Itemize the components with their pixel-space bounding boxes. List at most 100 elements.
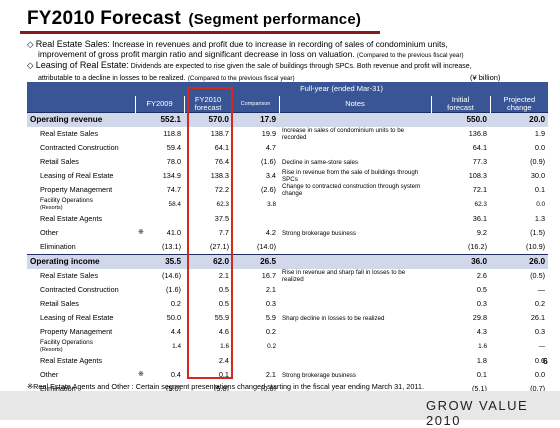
cell-fy2010: 55.9 (214, 313, 229, 322)
table-row: Retail Sales 78.0 76.4 (1.6) Decline in same… (27, 155, 548, 169)
row-label-text: Leasing of Real Estate (40, 171, 114, 180)
cell-value: (5.0) (165, 384, 181, 393)
cell-fy2009: ※ 0.4 (135, 368, 184, 382)
cell-projected-change: 1.9 (534, 129, 546, 138)
bullet-line2: attributable to a decline in losses to b… (38, 75, 186, 82)
row-label-text: Property Management (40, 185, 113, 194)
bullet-leasing: ◇ Leasing of Real Estate: Dividends are … (27, 60, 472, 84)
cell-value: 59.4 (166, 143, 181, 152)
cell-value: 134.9 (162, 171, 181, 180)
row-label: Facility Operations (Resorts) (27, 339, 135, 354)
cell-fy2009: 1.4 (135, 339, 184, 354)
cell-fy2009: 58.4 (135, 197, 184, 212)
bullet-diamond-icon: ◇ (27, 39, 34, 49)
cell-notes: Sharp decline in losses to be realized (282, 314, 385, 322)
row-label-text: Real Estate Sales (40, 129, 99, 138)
cell-comparison: 19.9 (261, 129, 276, 138)
title-underline (20, 31, 380, 34)
cell-fy2010: 72.2 (214, 185, 229, 194)
page-title: FY2010 Forecast (Segment performance) (27, 8, 361, 30)
cell-fy2009: (1.6) (135, 283, 184, 297)
cell-projected-change: 0.0 (534, 370, 546, 379)
col-notes: Notes (278, 96, 431, 113)
cell-projected-change: 0.6 (534, 356, 546, 365)
cell-fy2010: 0.5 (218, 285, 229, 294)
cell-initial-forecast: 4.3 (476, 327, 487, 336)
row-label: Facility Operations (Resorts) (27, 197, 135, 212)
bullet-line2: improvement of gross profit margin ratio… (38, 49, 355, 59)
cell-fy2009: (14.6) (135, 269, 184, 283)
cell-comparison: (1.6) (260, 157, 276, 166)
cell-value: 41.0 (166, 228, 181, 237)
cell-fy2009: 50.0 (135, 311, 184, 325)
bullet-diamond-icon: ◇ (27, 60, 34, 70)
row-label-text: Operating income (30, 257, 100, 266)
cell-value: 118.8 (163, 129, 181, 138)
row-label-text: Operating revenue (30, 115, 103, 124)
row-label: Retail Sales (27, 297, 135, 311)
cell-fy2009: (13.1) (135, 240, 184, 255)
cell-notes: Increase in sales of condominium units t… (282, 127, 405, 141)
bullet-note: (Compared to the previous fiscal year) (187, 75, 295, 82)
cell-fy2010: (27.1) (209, 242, 229, 251)
cell-projected-change: ― (538, 343, 546, 350)
cell-value: (14.6) (161, 271, 181, 280)
cell-comparison: 0.3 (265, 299, 276, 308)
table-header-row: FY2009 FY2010 forecast Comparison Notes I… (27, 96, 549, 113)
cell-notes (279, 240, 431, 255)
period-header: Full-year (ended Mar-31) (135, 82, 549, 96)
row-label: Property Management (27, 325, 135, 339)
cell-fy2010: 138.7 (210, 129, 229, 138)
cell-fy2009: 74.7 (135, 183, 184, 197)
cell-comparison: 3.8 (267, 201, 276, 208)
cell-fy2010: 570.0 (184, 112, 232, 127)
cell-notes (279, 254, 431, 269)
cell-value: 35.5 (165, 257, 181, 266)
row-label: Contracted Construction (27, 141, 135, 155)
table-row: Real Estate Agents 37.5 36.1 1.3 (27, 212, 548, 226)
row-label-text: Retail Sales (40, 157, 79, 166)
cell-fy2009: 59.4 (135, 141, 184, 155)
cell-value: (1.6) (165, 285, 181, 294)
cell-fy2009: 134.9 (135, 169, 184, 183)
cell-projected-change: 0.0 (536, 201, 546, 208)
cell-fy2010: 0.1 (218, 370, 229, 379)
footnote: ※Real Estate Agents and Other : Certain … (27, 382, 424, 391)
cell-notes: Strong brokerage business (282, 371, 356, 379)
row-label: Leasing of Real Estate (27, 169, 135, 183)
row-label: Real Estate Agents (27, 212, 135, 226)
table-row: Contracted Construction (1.6) 0.5 2.1 0.5 ― (27, 283, 548, 297)
row-label-text: Leasing of Real Estate (40, 313, 114, 322)
cell-notes (279, 339, 431, 354)
cell-notes (279, 112, 431, 127)
page-title-main: FY2010 Forecast (27, 8, 182, 29)
cell-comparison: 0.2 (267, 343, 276, 350)
cell-projected-change: (0.5) (530, 271, 546, 280)
table-row: Property Management 4.4 4.6 0.2 4.3 0.3 (27, 325, 548, 339)
cell-initial-forecast: 62.3 (474, 201, 487, 208)
row-label-text: Property Management (40, 327, 113, 336)
cell-value: 74.7 (166, 185, 181, 194)
cell-initial-forecast: 9.2 (476, 228, 487, 237)
cell-fy2010: 64.1 (214, 143, 229, 152)
cell-comparison: 4.7 (265, 143, 276, 152)
cell-fy2010: 1.6 (220, 343, 229, 350)
cell-comparison: 2.1 (265, 285, 276, 294)
cell-notes (279, 283, 431, 297)
table-row: Facility Operations (Resorts) 58.4 62.3 3.8 6… (27, 197, 548, 212)
cell-comparison: 5.9 (265, 313, 276, 322)
cell-comparison (232, 354, 279, 368)
cell-fy2010: 62.0 (184, 254, 232, 269)
row-label-text: Other (40, 228, 59, 237)
row-label-text: Facility Operations (40, 197, 93, 204)
cell-value: 0.4 (170, 370, 181, 379)
cell-fy2009 (135, 212, 184, 226)
cell-initial-forecast: (16.2) (467, 242, 487, 251)
reference-mark: ※ (138, 229, 144, 236)
cell-fy2010: 2.1 (218, 271, 229, 280)
row-label: Elimination (27, 240, 135, 255)
table-row: Leasing of Real Estate 134.9 138.3 3.4 Rise … (27, 169, 548, 183)
row-label: Retail Sales (27, 155, 135, 169)
table-section-row: Operating income 35.5 62.0 26.5 36.0 26.0 (27, 254, 549, 269)
table-row: Real Estate Sales 118.8 138.7 19.9 Increase … (27, 127, 548, 141)
